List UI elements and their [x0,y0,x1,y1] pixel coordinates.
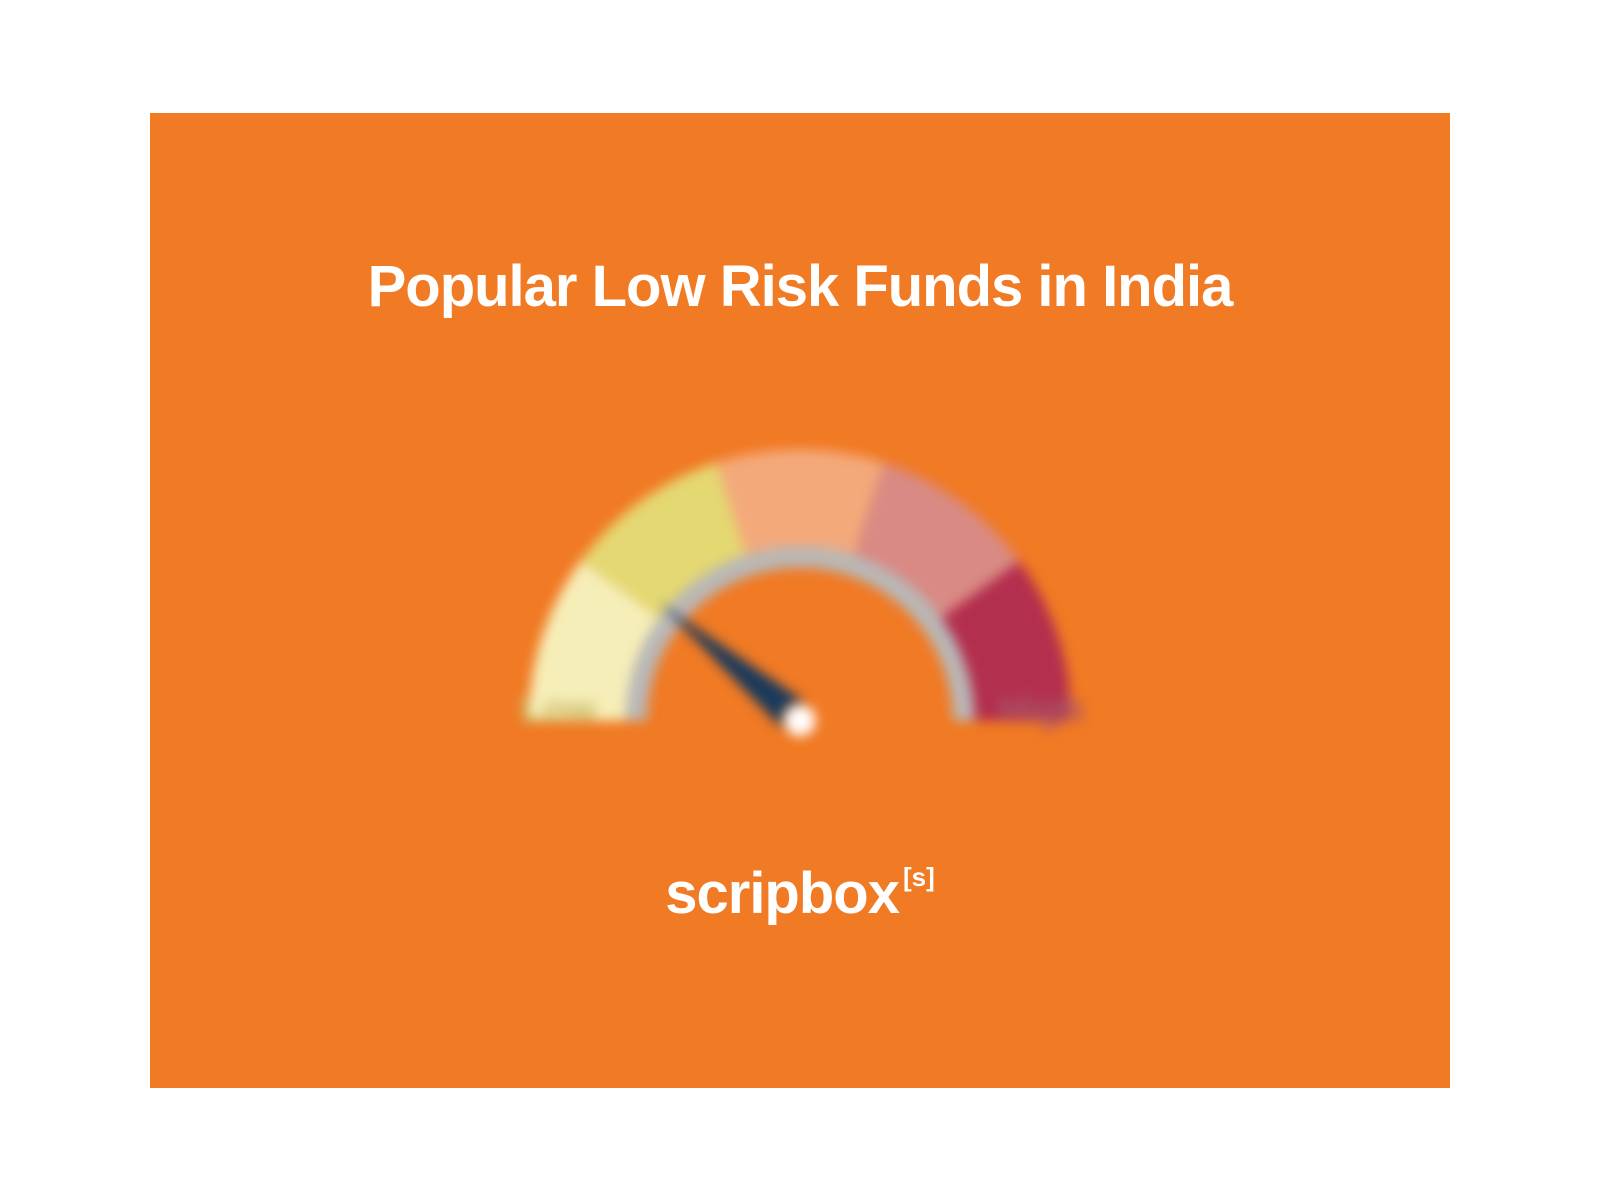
logo-mark: [s] [903,864,935,890]
brand-logo: scripbox [s] [665,860,935,927]
gauge-low-label: Low [520,689,596,732]
gauge-high-label: High [1000,689,1084,732]
infographic-card: Popular Low Risk Funds in India Low High… [150,113,1450,1088]
logo-text: scripbox [665,860,899,927]
risk-gauge: Low High [490,430,1110,740]
page-title: Popular Low Risk Funds in India [368,253,1233,320]
